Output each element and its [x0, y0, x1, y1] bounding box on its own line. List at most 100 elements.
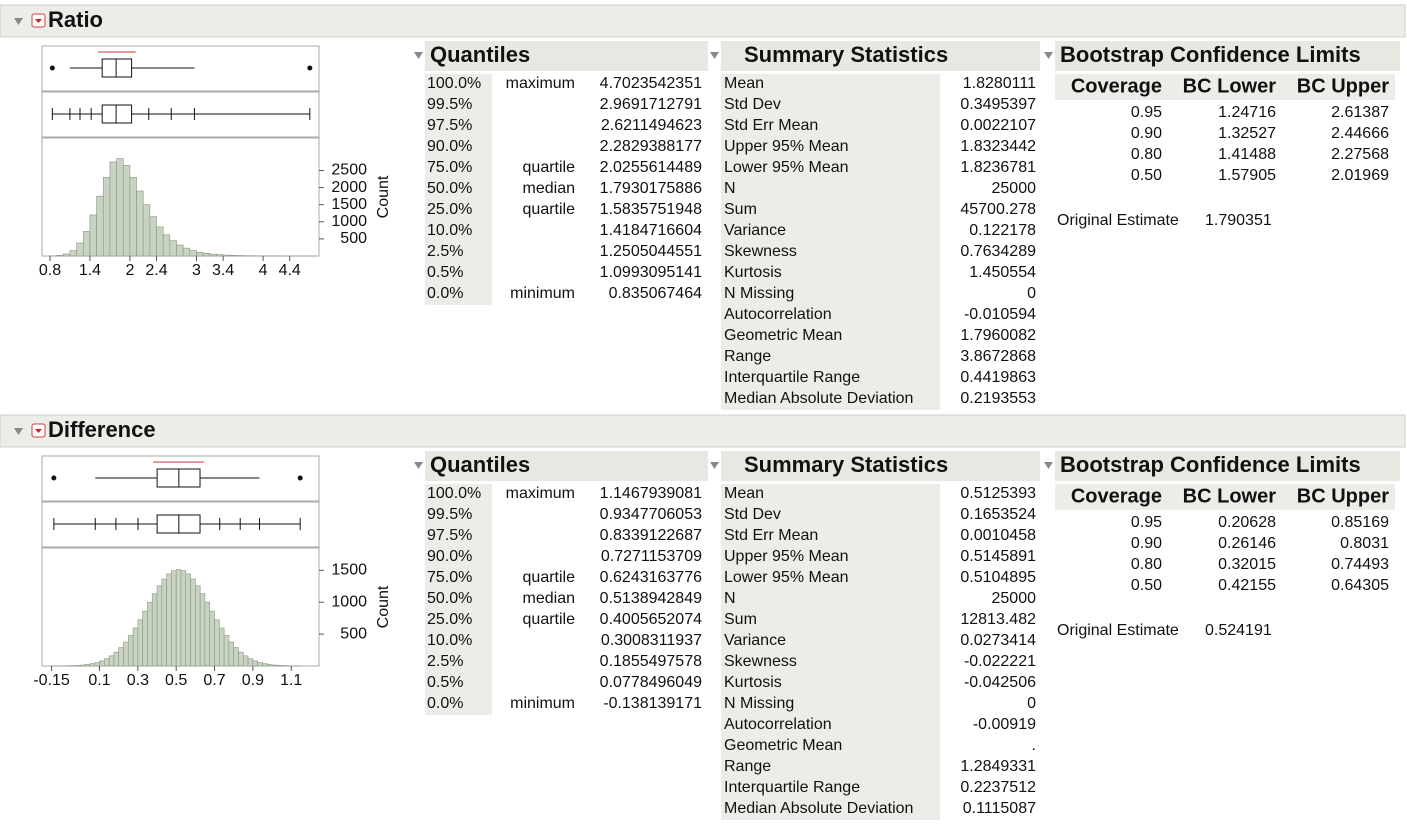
- histogram-bar: [247, 658, 254, 667]
- column-header: Coverage: [1071, 75, 1162, 97]
- stat-label: Geometric Mean: [724, 737, 842, 754]
- x-tick-label: 0.3: [127, 672, 149, 689]
- histogram-bar: [63, 253, 71, 257]
- histogram-bar: [142, 610, 148, 667]
- histogram-bar: [104, 658, 110, 667]
- stat-value: 0.2193553: [960, 390, 1036, 407]
- quantile-label: quartile: [523, 201, 576, 218]
- quantile-value: 0.5138942849: [600, 590, 702, 607]
- quantile-pct: 10.0%: [427, 222, 472, 239]
- panel-header: [425, 451, 708, 481]
- stat-value: 0.5125393: [960, 485, 1036, 502]
- histogram-bar: [162, 234, 171, 257]
- histogram-bar: [89, 663, 96, 667]
- stat-value: 0.4419863: [960, 369, 1036, 386]
- bootstrap-cell: 1.57905: [1218, 167, 1276, 184]
- stat-value: 1.8236781: [960, 159, 1036, 176]
- stat-value: 0.7634289: [960, 243, 1036, 260]
- stat-label: Interquartile Range: [724, 779, 860, 796]
- quantile-pct: 10.0%: [427, 632, 472, 649]
- quantile-value: 1.4184716604: [600, 222, 702, 239]
- quantile-label: median: [523, 590, 575, 607]
- section-title: Difference: [48, 417, 156, 442]
- disclosure-toggle[interactable]: [414, 52, 423, 59]
- stat-label: Upper 95% Mean: [724, 548, 849, 565]
- menu-arrow: [35, 429, 42, 433]
- quantile-pct: 0.5%: [427, 264, 463, 281]
- quantile-value: 0.9347706053: [600, 506, 702, 523]
- stat-value: 12813.482: [960, 611, 1036, 628]
- y-tick-label: 2000: [331, 179, 367, 196]
- stat-label: Range: [724, 348, 771, 365]
- stat-value: 1.8280111: [963, 75, 1036, 92]
- histogram-bar: [118, 647, 124, 667]
- quantile-value: 0.3008311937: [601, 632, 702, 649]
- stat-label: N Missing: [724, 285, 794, 302]
- y-tick-label: 500: [340, 625, 367, 642]
- disclosure-toggle[interactable]: [710, 52, 719, 59]
- histogram-bar: [196, 251, 204, 257]
- histogram-bar: [69, 250, 77, 257]
- bootstrap-cell: 2.44666: [1331, 125, 1389, 142]
- y-tick-label: 1000: [331, 593, 367, 610]
- panel-header: [425, 41, 708, 71]
- histogram-bar: [149, 216, 157, 257]
- bootstrap-cell: 0.80: [1131, 556, 1162, 573]
- quantile-label: median: [523, 180, 575, 197]
- section-header: [0, 4, 1406, 38]
- original-estimate-label: Original Estimate: [1057, 622, 1179, 639]
- quantile-value: -0.138139171: [603, 695, 702, 712]
- histogram-bar: [216, 254, 224, 257]
- panel-title: Quantiles: [430, 452, 530, 477]
- histogram-bar: [137, 619, 143, 667]
- disclosure-toggle[interactable]: [710, 462, 719, 469]
- disclosure-toggle[interactable]: [1044, 462, 1053, 469]
- disclosure-toggle[interactable]: [414, 462, 423, 469]
- histogram-bar: [182, 247, 191, 257]
- disclosure-toggle[interactable]: [14, 18, 23, 25]
- quantile-pct: 75.0%: [427, 569, 472, 586]
- quantile-pct: 50.0%: [427, 180, 472, 197]
- histogram-bar: [266, 664, 273, 667]
- histogram-bar: [108, 655, 115, 667]
- histogram-bar: [171, 570, 177, 667]
- quantile-label: maximum: [506, 485, 575, 502]
- stat-value: 25000: [992, 590, 1037, 607]
- stat-label: Std Err Mean: [724, 117, 818, 134]
- stat-label: Autocorrelation: [724, 716, 832, 733]
- histogram-bar: [113, 651, 119, 667]
- histogram-bar: [199, 593, 206, 667]
- stat-label: Range: [724, 758, 771, 775]
- quantile-value: 0.835067464: [609, 285, 703, 302]
- bootstrap-cell: 0.32015: [1218, 556, 1276, 573]
- panel-title: Summary Statistics: [744, 42, 948, 67]
- quantile-pct: 90.0%: [427, 138, 472, 155]
- bootstrap-cell: 0.74493: [1331, 556, 1389, 573]
- histogram-bar: [233, 647, 239, 667]
- histogram-bar: [89, 214, 97, 257]
- box: [101, 104, 133, 124]
- histogram-bar: [185, 573, 191, 667]
- histogram-bar: [129, 177, 137, 257]
- stat-value: 3.8672868: [960, 348, 1036, 365]
- quantile-value: 1.1467939081: [600, 485, 702, 502]
- stat-value: 0: [1027, 695, 1036, 712]
- disclosure-toggle[interactable]: [14, 428, 23, 435]
- quantile-pct: 0.0%: [427, 695, 463, 712]
- stat-label: N Missing: [724, 695, 794, 712]
- histogram-bar: [180, 570, 187, 667]
- disclosure-toggle[interactable]: [1044, 52, 1053, 59]
- original-estimate-value: 0.524191: [1205, 622, 1272, 639]
- histogram-bar: [271, 664, 278, 667]
- histogram-bar: [96, 195, 104, 257]
- stat-label: Kurtosis: [724, 674, 782, 691]
- outlier: [49, 65, 55, 71]
- histogram-bar: [204, 601, 211, 667]
- histogram-bar: [156, 585, 163, 667]
- quantile-value: 2.9691712791: [600, 96, 702, 113]
- bootstrap-cell: 2.27568: [1331, 146, 1389, 163]
- histogram-bar: [132, 627, 139, 667]
- stat-label: Geometric Mean: [724, 327, 842, 344]
- box: [101, 58, 133, 78]
